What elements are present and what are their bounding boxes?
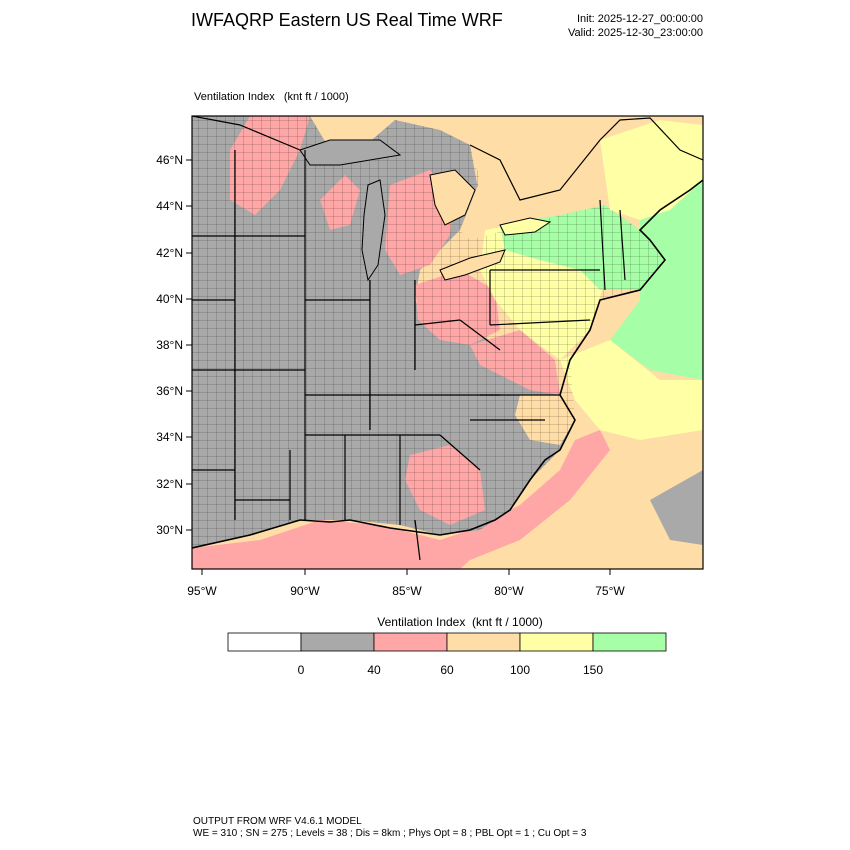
lake-michigan	[361, 179, 386, 282]
colorbar-box	[519, 632, 594, 652]
colorbar-box	[592, 632, 667, 652]
lat-tick: 40°N	[156, 292, 192, 306]
coastline	[192, 179, 703, 549]
region-lt40-ocean	[650, 470, 703, 545]
longitude-axis: 95°W 90°W 85°W 80°W 75°W	[187, 569, 625, 598]
colorbar-tick-label: 100	[509, 663, 531, 677]
field-label: Ventilation Index (knt ft / 1000)	[194, 91, 349, 103]
lon-label: 90°W	[290, 584, 320, 598]
lat-label: 30°N	[156, 523, 183, 537]
colorbar-box	[227, 632, 302, 652]
lat-tick: 36°N	[156, 384, 192, 398]
lat-tick: 46°N	[156, 153, 192, 167]
colorbar-title: Ventilation Index (knt ft / 1000)	[377, 615, 543, 629]
footer-config: WE = 310 ; SN = 275 ; Levels = 38 ; Dis …	[193, 828, 587, 839]
plot-title: IWFAQRP Eastern US Real Time WRF	[191, 10, 503, 30]
lake-superior	[299, 139, 402, 166]
lon-label: 95°W	[187, 584, 217, 598]
lat-label: 46°N	[156, 153, 183, 167]
lon-label: 85°W	[392, 584, 422, 598]
lon-tick: 90°W	[290, 569, 320, 598]
lat-label: 34°N	[156, 430, 183, 444]
state-boundaries	[192, 150, 626, 525]
lat-tick: 44°N	[156, 199, 192, 213]
lat-tick: 42°N	[156, 246, 192, 260]
map-area	[192, 116, 703, 569]
lon-label: 80°W	[494, 584, 524, 598]
region-60-100-canada	[470, 120, 600, 210]
colorbar	[227, 632, 667, 652]
lake-ontario	[499, 217, 552, 236]
lat-label: 44°N	[156, 199, 183, 213]
lon-tick: 75°W	[595, 569, 625, 598]
lat-tick: 38°N	[156, 338, 192, 352]
lon-tick: 95°W	[187, 569, 217, 598]
florida-outline	[414, 519, 421, 561]
init-time: Init: 2025-12-27_00:00:00	[577, 13, 703, 25]
lon-label: 75°W	[595, 584, 625, 598]
colorbar-tick-label: 0	[297, 663, 305, 677]
colorbar-tick-label: 60	[440, 663, 454, 677]
region-100-150-maine	[600, 120, 703, 220]
region-100-150-ocean	[560, 340, 703, 440]
lat-label: 32°N	[156, 477, 183, 491]
colorbar-box	[300, 632, 375, 652]
lat-tick: 34°N	[156, 430, 192, 444]
latitude-axis: 46°N 44°N 42°N 40°N 38°N 36°N 34°N 32°N …	[156, 153, 192, 537]
colorbar-box	[446, 632, 521, 652]
lon-tick: 85°W	[392, 569, 422, 598]
lon-tick: 80°W	[494, 569, 524, 598]
valid-time: Valid: 2025-12-30_23:00:00	[568, 27, 703, 39]
region-40-60-gulf	[192, 430, 610, 569]
canada-border	[192, 116, 703, 201]
map-frame	[191, 115, 704, 570]
colorbar-tick-label: 150	[582, 663, 604, 677]
lake-huron	[429, 169, 476, 226]
lat-label: 36°N	[156, 384, 183, 398]
lat-label: 40°N	[156, 292, 183, 306]
lat-tick: 32°N	[156, 477, 192, 491]
footer-model: OUTPUT FROM WRF V4.6.1 MODEL	[193, 816, 362, 827]
colorbar-tick-label: 40	[367, 663, 381, 677]
lat-label: 42°N	[156, 246, 183, 260]
colorbar-box	[373, 632, 448, 652]
lat-tick: 30°N	[156, 523, 192, 537]
lat-label: 38°N	[156, 338, 183, 352]
lake-erie	[439, 249, 506, 281]
